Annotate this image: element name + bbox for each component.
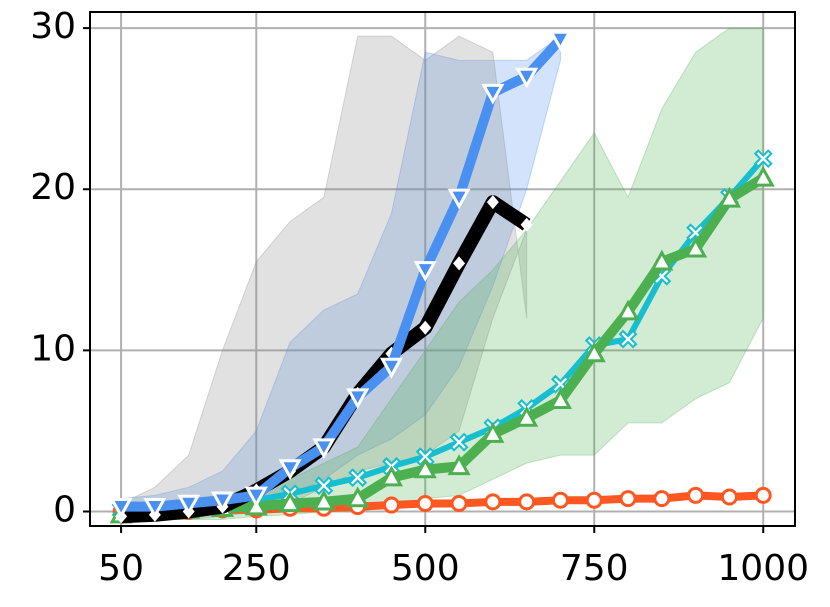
marker bbox=[143, 497, 167, 519]
marker bbox=[210, 491, 235, 513]
marker bbox=[413, 261, 437, 282]
marker bbox=[346, 388, 370, 410]
marker bbox=[481, 422, 505, 443]
marker bbox=[379, 465, 404, 487]
band bbox=[120, 27, 764, 521]
x-tick-label: 1000 bbox=[717, 548, 809, 589]
marker bbox=[453, 256, 466, 271]
marker bbox=[520, 217, 533, 232]
x-tick-label: 750 bbox=[560, 548, 629, 589]
marker bbox=[419, 320, 432, 335]
marker bbox=[312, 489, 336, 511]
marker bbox=[619, 490, 637, 508]
marker bbox=[515, 405, 539, 427]
y-tick-label: 30 bbox=[30, 6, 76, 47]
plot-frame bbox=[89, 11, 796, 527]
marker bbox=[312, 438, 336, 460]
marker bbox=[449, 432, 469, 452]
marker bbox=[486, 195, 499, 210]
marker bbox=[450, 494, 468, 512]
marker bbox=[684, 236, 708, 258]
marker bbox=[720, 488, 738, 506]
marker bbox=[177, 494, 201, 516]
marker bbox=[618, 329, 638, 349]
marker bbox=[551, 491, 569, 509]
marker bbox=[244, 486, 268, 508]
marker bbox=[109, 497, 133, 519]
y-tick-label: 10 bbox=[30, 328, 76, 369]
marker bbox=[753, 149, 773, 169]
marker bbox=[278, 459, 302, 481]
marker bbox=[585, 491, 603, 509]
marker bbox=[447, 454, 471, 476]
marker bbox=[687, 486, 705, 504]
x-tick-label: 500 bbox=[391, 548, 460, 589]
marker bbox=[616, 299, 640, 321]
marker bbox=[548, 30, 573, 52]
y-tick-label: 20 bbox=[30, 167, 76, 208]
marker bbox=[484, 493, 502, 511]
marker bbox=[515, 67, 539, 89]
marker bbox=[717, 186, 741, 208]
x-tick-label: 250 bbox=[222, 548, 291, 589]
marker bbox=[314, 476, 334, 496]
marker bbox=[481, 83, 505, 105]
marker bbox=[650, 249, 674, 271]
marker bbox=[653, 490, 671, 508]
x-tick-label: 50 bbox=[98, 548, 144, 589]
marker bbox=[751, 165, 775, 187]
marker bbox=[379, 357, 404, 379]
marker bbox=[415, 447, 435, 467]
marker bbox=[582, 341, 606, 363]
marker bbox=[518, 493, 536, 511]
marker bbox=[346, 486, 370, 508]
marker bbox=[382, 496, 400, 514]
marker bbox=[278, 491, 302, 513]
y-tick-label: 0 bbox=[53, 489, 76, 530]
marker bbox=[416, 494, 434, 512]
marker bbox=[754, 486, 772, 504]
marker bbox=[348, 468, 368, 488]
marker bbox=[548, 388, 573, 410]
marker bbox=[447, 188, 471, 210]
marker bbox=[413, 457, 437, 479]
